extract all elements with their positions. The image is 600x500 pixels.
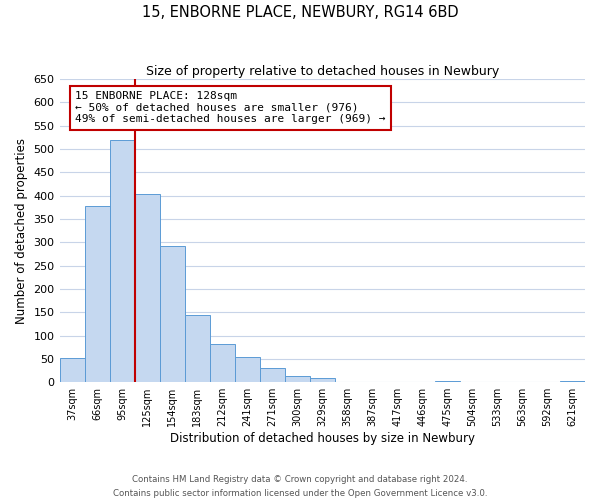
Text: Contains HM Land Registry data © Crown copyright and database right 2024.
Contai: Contains HM Land Registry data © Crown c… (113, 476, 487, 498)
Bar (285, 376, 310, 382)
Bar (185, 315, 209, 382)
Bar (260, 368, 285, 382)
Bar (435, 381, 460, 382)
X-axis label: Distribution of detached houses by size in Newbury: Distribution of detached houses by size … (170, 432, 475, 445)
Text: 15 ENBORNE PLACE: 128sqm
← 50% of detached houses are smaller (976)
49% of semi-: 15 ENBORNE PLACE: 128sqm ← 50% of detach… (76, 92, 386, 124)
Bar (209, 344, 235, 382)
Y-axis label: Number of detached properties: Number of detached properties (15, 138, 28, 324)
Text: 15, ENBORNE PLACE, NEWBURY, RG14 6BD: 15, ENBORNE PLACE, NEWBURY, RG14 6BD (142, 5, 458, 20)
Bar (235, 356, 260, 382)
Bar (85, 206, 110, 382)
Title: Size of property relative to detached houses in Newbury: Size of property relative to detached ho… (146, 65, 499, 78)
Bar (59, 358, 85, 382)
Bar (310, 378, 335, 382)
Bar (160, 246, 185, 382)
Bar (110, 140, 134, 382)
Bar (134, 194, 160, 382)
